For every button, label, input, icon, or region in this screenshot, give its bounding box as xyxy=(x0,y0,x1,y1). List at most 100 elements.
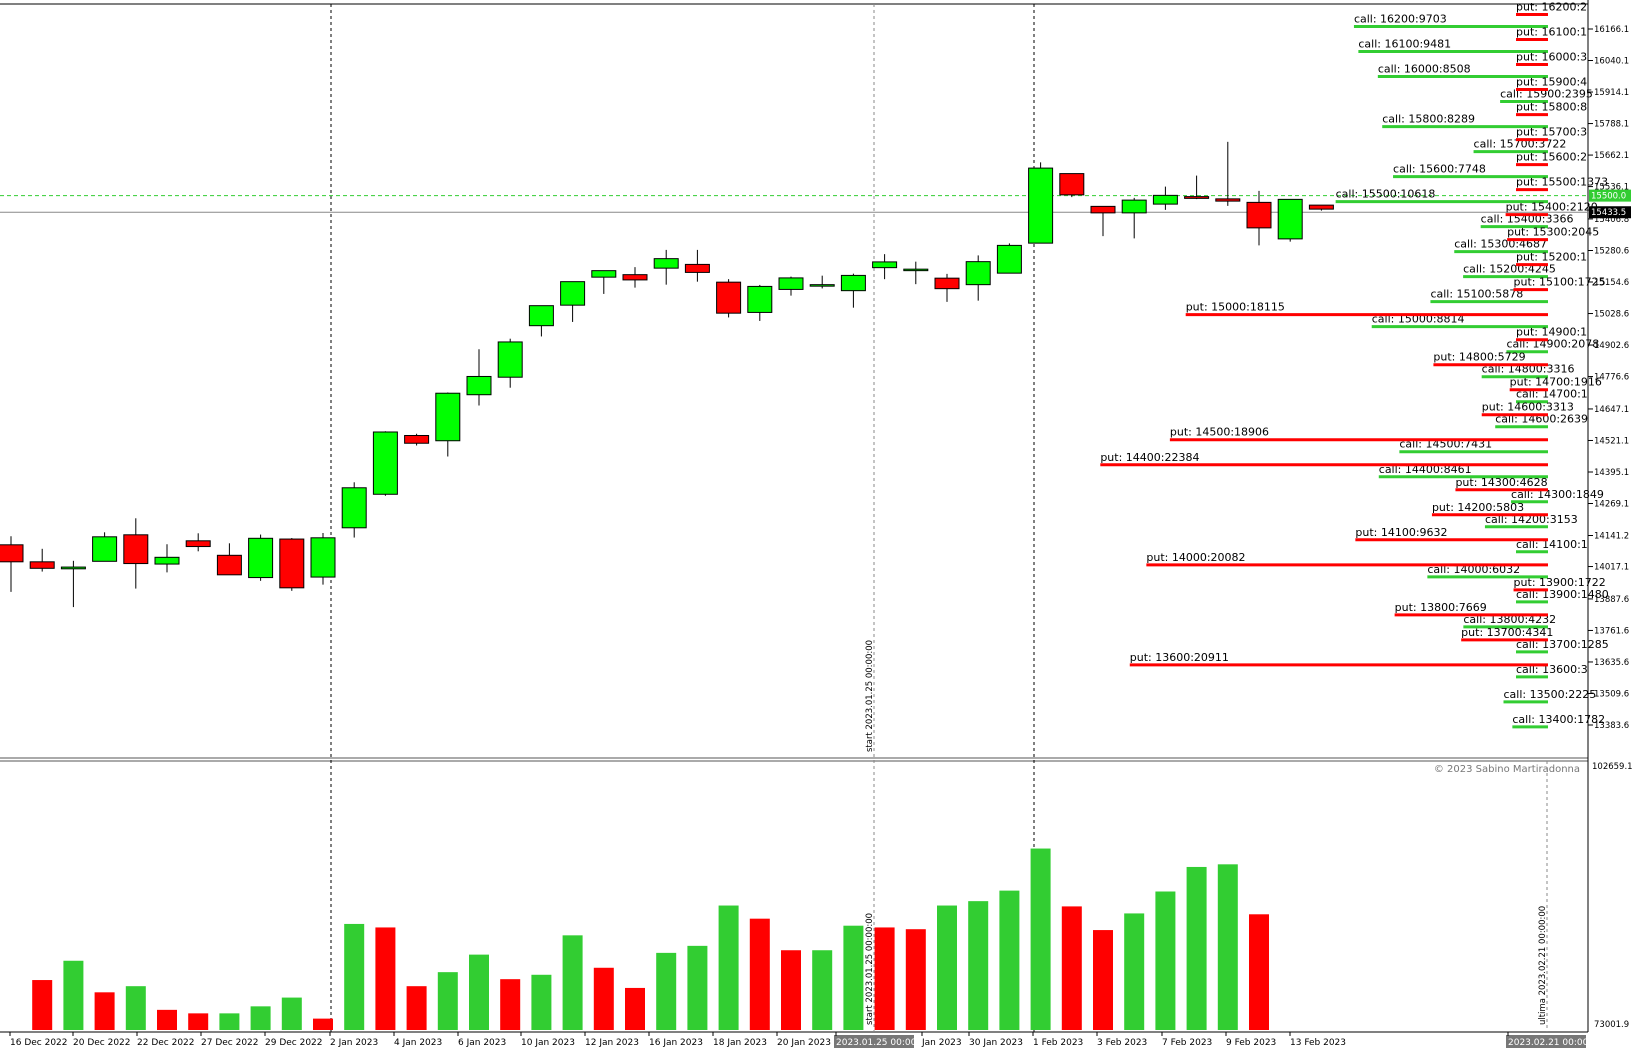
x-tick-label: 30 Jan 2023 xyxy=(969,1038,1023,1048)
candle-body xyxy=(716,281,742,314)
x-tick-label: 12 Jan 2023 xyxy=(585,1038,639,1048)
volume-bar xyxy=(593,967,614,1030)
put-oi-label: put: 14600:3313 xyxy=(1482,401,1574,414)
volume-bar xyxy=(1217,864,1238,1030)
volume-bar xyxy=(1155,891,1176,1030)
x-tick-label: 2 Jan 2023 xyxy=(330,1038,378,1048)
current-price-label: 15433.5 xyxy=(1591,208,1626,218)
put-oi-label: put: 14800:5729 xyxy=(1433,351,1525,364)
volume-bar xyxy=(375,927,396,1030)
y-tick-label: 15154.6 xyxy=(1594,278,1629,288)
put-oi-label: put: 15800:8 xyxy=(1516,101,1587,114)
volume-bar xyxy=(812,950,833,1030)
level-tag xyxy=(1589,189,1631,202)
volume-bar xyxy=(94,992,115,1030)
volume-bar xyxy=(437,972,458,1030)
volume-bar xyxy=(905,929,926,1030)
candle-body xyxy=(466,375,492,396)
x-tick-label: 2023.01.25 00:00 xyxy=(836,1038,917,1048)
y-tick-label: 14647.1 xyxy=(1594,405,1629,415)
volume-bar xyxy=(1124,913,1145,1030)
candle-body xyxy=(185,540,211,548)
candle-body xyxy=(154,556,180,565)
candle-body xyxy=(0,544,24,563)
candle-body xyxy=(404,434,430,444)
put-oi-label: put: 16000:3 xyxy=(1516,51,1587,64)
axes: 16166.1 16040.1 15914.1 15788.1 15662.1 15536… xyxy=(9,25,1633,1048)
y-tick-label: 16166.1 xyxy=(1594,25,1629,35)
y-tick-label: 15536.1 xyxy=(1594,183,1629,193)
volume-bar xyxy=(625,987,645,1030)
put-oi-label: put: 16200:2 xyxy=(1516,1,1587,14)
x-tick-label: 16 Jan 2023 xyxy=(649,1038,703,1048)
candle-body xyxy=(528,305,554,327)
y-tick-label: 16040.1 xyxy=(1594,57,1629,67)
y-tick-label: 14776.6 xyxy=(1594,373,1629,383)
call-oi-label: call: 16000:8508 xyxy=(1378,63,1471,76)
candle-body xyxy=(622,274,648,281)
x-tick-label: 9 Feb 2023 xyxy=(1226,1038,1276,1048)
volume-bar xyxy=(874,927,895,1030)
y-tick-label: 15914.1 xyxy=(1594,88,1629,98)
volume-bar xyxy=(1061,906,1082,1030)
put-oi-label: put: 15000:18115 xyxy=(1186,301,1285,314)
put-oi-label: put: 15200:1 xyxy=(1516,251,1587,264)
volume-bar xyxy=(843,925,864,1030)
candle-body xyxy=(92,536,118,562)
y-tick-label: 13509.6 xyxy=(1594,689,1629,699)
candle-body xyxy=(1121,199,1147,214)
volume-bar xyxy=(32,980,53,1030)
candle-body xyxy=(372,431,398,495)
candle-body xyxy=(1308,204,1334,210)
call-oi-label: call: 15400:3366 xyxy=(1481,213,1574,226)
volume-bar xyxy=(718,905,739,1030)
x-tick-label: 2023.02.21 00:00 xyxy=(1508,1038,1589,1048)
volume-max-label: 102659.1 xyxy=(1592,762,1633,772)
candle-body xyxy=(341,487,367,529)
candle-body xyxy=(1215,198,1241,202)
put-oi-label: put: 14300:4628 xyxy=(1455,476,1547,489)
put-oi-label: put: 14400:22384 xyxy=(1100,451,1199,464)
start-label-volume: start 2023.01.25 00:00:00 xyxy=(865,913,875,1025)
call-oi-label: call: 16100:9481 xyxy=(1358,38,1451,51)
y-tick-label: 14017.1 xyxy=(1594,563,1629,573)
copyright-text: © 2023 Sabino Martiradonna xyxy=(1434,764,1580,775)
volume-bar xyxy=(188,1013,209,1030)
volume-bar xyxy=(1093,930,1113,1030)
volume-bar xyxy=(469,954,489,1030)
volume-bar xyxy=(656,952,677,1030)
put-oi-label: put: 14200:5803 xyxy=(1432,501,1524,514)
volume-bar xyxy=(937,905,957,1030)
put-oi-label: put: 15900:4 xyxy=(1516,76,1587,89)
call-oi-label: call: 15600:7748 xyxy=(1393,163,1486,176)
candle-body xyxy=(60,566,86,570)
put-oi-label: put: 13800:7669 xyxy=(1395,601,1487,614)
volume-bar xyxy=(999,890,1020,1030)
volume-bar xyxy=(500,979,521,1030)
candle-body xyxy=(1246,201,1272,229)
start-label-price: start 2023.01.25 00:00:00 xyxy=(865,640,875,752)
candle-body xyxy=(1277,198,1303,240)
put-oi-label: put: 15100:1725 xyxy=(1514,276,1606,289)
x-tick-label: 10 Jan 2023 xyxy=(521,1038,575,1048)
put-oi-label: put: 15700:3 xyxy=(1516,126,1587,139)
y-tick-label: 14395.1 xyxy=(1594,468,1629,478)
put-oi-label: put: 14000:20082 xyxy=(1146,551,1245,564)
call-oi-label: call: 15800:8289 xyxy=(1382,113,1475,126)
candle-body xyxy=(747,285,773,313)
x-tick-label: 7 Feb 2023 xyxy=(1162,1038,1212,1048)
x-tick-label: 16 Dec 2022 xyxy=(10,1038,68,1048)
volume-panel xyxy=(32,848,1269,1030)
candle-body xyxy=(684,263,710,273)
x-tick-label: 20 Dec 2022 xyxy=(73,1038,131,1048)
volume-bar xyxy=(406,986,427,1030)
candle-body xyxy=(1090,205,1116,214)
y-tick-label: 13887.6 xyxy=(1594,595,1629,605)
put-oi-label: put: 15300:2045 xyxy=(1507,226,1599,239)
y-tick-label: 13761.6 xyxy=(1594,626,1629,636)
candle-body xyxy=(778,277,804,290)
candle-body xyxy=(965,261,991,286)
candle-body xyxy=(248,537,274,579)
put-oi-label: put: 16100:1 xyxy=(1516,26,1587,39)
